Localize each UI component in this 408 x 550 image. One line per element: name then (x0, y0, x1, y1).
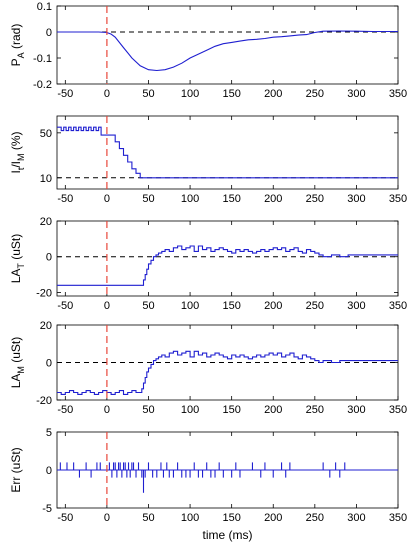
y-axis-label: It/IM (%) (9, 131, 26, 173)
y-axis-label-part: LA (9, 269, 23, 284)
y-tick-label: 0 (46, 465, 52, 477)
y-axis-label-subscript: M (16, 153, 26, 161)
y-tick-label: 0 (46, 358, 52, 370)
y-axis-label-part: I (9, 170, 23, 173)
x-tick-label: -50 (57, 404, 73, 416)
x-tick-label: 50 (142, 193, 154, 205)
y-tick-label: 5 (46, 427, 52, 439)
y-tick-label: -0.1 (33, 53, 52, 65)
x-tick-label: 300 (347, 300, 365, 312)
x-tick-label: 0 (104, 300, 110, 312)
x-tick-label: 100 (181, 88, 199, 100)
y-axis-label-subscript: A (16, 52, 26, 58)
y-axis-label-part: LA (9, 374, 23, 389)
y-axis-label: PA (rad) (9, 24, 26, 67)
x-tick-label: -50 (57, 512, 73, 524)
x-tick-label: 250 (306, 300, 324, 312)
y-axis-label-part: (rad) (9, 24, 23, 53)
y-axis-label-part: /I (9, 161, 23, 168)
y-axis-label-part: P (9, 58, 23, 66)
x-tick-label: 350 (389, 512, 407, 524)
x-tick-label: 150 (222, 193, 240, 205)
series-line (57, 245, 398, 286)
plot-frame (56, 115, 399, 190)
x-tick-label: 300 (347, 88, 365, 100)
x-tick-label: 150 (222, 300, 240, 312)
x-tick-label: 150 (222, 404, 240, 416)
series-line (57, 126, 398, 179)
x-tick-label: 0 (104, 512, 110, 524)
x-tick-label: 300 (347, 404, 365, 416)
x-tick-label: 100 (181, 193, 199, 205)
y-axis-label-subscript: t (16, 167, 26, 170)
y-tick-label: -20 (36, 395, 52, 407)
x-tick-label: 250 (306, 88, 324, 100)
y-axis-label: LAM (uSt) (9, 337, 26, 389)
x-tick-label: 200 (264, 300, 282, 312)
x-tick-label: 250 (306, 512, 324, 524)
x-tick-label: 300 (347, 512, 365, 524)
y-tick-label: 10 (40, 173, 52, 185)
y-tick-label: -0.2 (33, 79, 52, 91)
y-axis-label-part: (uSt) (9, 337, 23, 366)
x-tick-label: 250 (306, 404, 324, 416)
x-tick-label: -50 (57, 300, 73, 312)
plot-frame (56, 220, 399, 297)
y-axis-label-subscript: T (16, 263, 26, 269)
x-tick-label: 0 (104, 404, 110, 416)
x-tick-label: 350 (389, 193, 407, 205)
x-axis-label: time (ms) (203, 528, 253, 542)
y-axis-label-part: (%) (9, 131, 23, 153)
x-tick-label: 350 (389, 88, 407, 100)
x-tick-label: 50 (142, 512, 154, 524)
panel-2: -50 0 50 100 150 200 250 300 350 50 10 It/IM (%) (9, 115, 407, 205)
panel-1: -50 0 50 100 150 200 250 300 350 0.1 0 -0.1 -0.2 PA (… (9, 1, 407, 100)
x-tick-label: 150 (222, 512, 240, 524)
x-tick-label: 100 (181, 300, 199, 312)
y-axis-label: Err (uSt) (9, 447, 23, 492)
x-tick-label: 200 (264, 512, 282, 524)
x-tick-label: 100 (181, 404, 199, 416)
plot-frame (56, 5, 399, 85)
y-tick-label: -5 (42, 503, 52, 515)
y-tick-label: -20 (36, 287, 52, 299)
x-tick-label: 250 (306, 193, 324, 205)
y-axis-label-part: Err (9, 477, 23, 493)
x-tick-label: 200 (264, 88, 282, 100)
x-tick-label: 200 (264, 193, 282, 205)
x-tick-label: 0 (104, 193, 110, 205)
series-line (57, 30, 398, 72)
x-tick-label: 0 (104, 88, 110, 100)
x-tick-label: 350 (389, 404, 407, 416)
y-tick-label: 20 (40, 320, 52, 332)
x-tick-label: 150 (222, 88, 240, 100)
x-tick-label: 50 (142, 300, 154, 312)
x-tick-label: 50 (142, 404, 154, 416)
x-tick-label: 50 (142, 88, 154, 100)
y-tick-label: 0 (46, 252, 52, 264)
x-tick-label: 350 (389, 300, 407, 312)
y-axis-label-subscript: M (16, 366, 26, 374)
y-axis-label: LAT (uSt) (9, 234, 26, 284)
y-tick-label: 0.1 (37, 1, 52, 13)
x-tick-label: -50 (57, 193, 73, 205)
y-tick-label: 20 (40, 216, 52, 228)
x-tick-label: -50 (57, 88, 73, 100)
y-tick-label: 0 (46, 27, 52, 39)
x-tick-label: 100 (181, 512, 199, 524)
x-tick-label: 200 (264, 404, 282, 416)
y-axis-label-part: (uSt) (9, 234, 23, 263)
y-tick-label: 50 (40, 128, 52, 140)
x-tick-label: 300 (347, 193, 365, 205)
y-axis-label-part: (uSt) (9, 447, 23, 476)
